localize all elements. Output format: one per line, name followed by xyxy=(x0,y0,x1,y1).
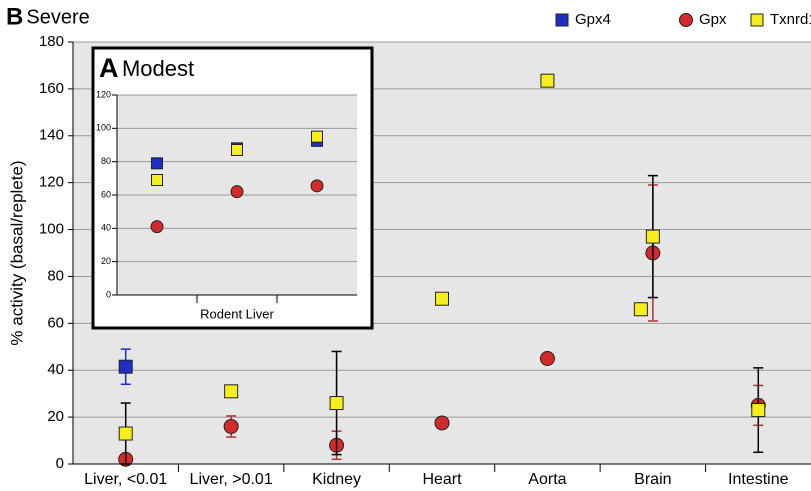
y-tick-label: 180 xyxy=(39,33,64,50)
x-tick-label: Intestine xyxy=(728,471,789,488)
y-tick-label: 120 xyxy=(39,174,64,191)
point xyxy=(151,174,163,186)
point xyxy=(118,359,133,374)
point xyxy=(540,73,555,88)
x-tick-label: Brain xyxy=(634,471,671,488)
point xyxy=(435,291,449,306)
point xyxy=(118,426,133,441)
x-axis-label: Rodent Liver xyxy=(200,306,274,321)
point xyxy=(230,185,244,199)
chart-title: Severe xyxy=(26,6,89,28)
x-tick-label: Heart xyxy=(422,471,462,488)
y-tick-label: 20 xyxy=(101,256,111,266)
point xyxy=(539,351,555,366)
point xyxy=(224,384,239,399)
y-tick-label: 60 xyxy=(101,189,111,199)
y-tick-label: 40 xyxy=(101,223,111,233)
y-tick-label: 60 xyxy=(47,314,64,331)
y-tick-label: 80 xyxy=(101,156,111,166)
point xyxy=(311,130,323,143)
legend-item: Gpx xyxy=(679,11,727,28)
y-tick-label: 100 xyxy=(39,221,64,238)
point xyxy=(223,418,239,434)
point xyxy=(750,13,764,27)
x-tick-label: Liver, >0.01 xyxy=(190,471,273,488)
point xyxy=(633,302,648,317)
y-tick-label: 0 xyxy=(56,455,64,472)
point xyxy=(150,220,164,234)
y-tick-label: 100 xyxy=(96,123,111,133)
legend-item: Gpx4 xyxy=(555,11,611,28)
point xyxy=(645,229,660,244)
y-tick-label: 0 xyxy=(106,289,111,299)
x-tick-label: Kidney xyxy=(312,471,361,488)
y-tick-label: 140 xyxy=(39,127,64,144)
point xyxy=(151,157,163,170)
legend-label: Gpx4 xyxy=(575,11,611,28)
point xyxy=(679,13,693,27)
point xyxy=(434,415,450,431)
y-tick-label: 40 xyxy=(47,361,64,378)
legend-label: Gpx xyxy=(699,11,727,28)
panel-label: B xyxy=(6,3,23,30)
y-tick-label: 120 xyxy=(96,89,111,99)
point xyxy=(310,179,324,193)
point xyxy=(329,396,344,411)
panel-label: A xyxy=(99,53,119,83)
y-tick-label: 20 xyxy=(47,408,64,425)
y-tick-label: 80 xyxy=(47,267,64,284)
point xyxy=(555,13,569,27)
x-tick-label: Liver, <0.01 xyxy=(84,471,167,488)
legend-item: Txnrd1 xyxy=(750,11,811,28)
point xyxy=(751,403,766,418)
inset-chart: 0 20 40 60 80 100 120 Rodent Liver A Modest xyxy=(91,46,374,330)
y-axis-label: % activity (basal/replete) xyxy=(7,160,26,345)
legend-label: Txnrd1 xyxy=(770,11,811,28)
chart-title: Modest xyxy=(122,56,194,81)
x-tick-label: Aorta xyxy=(528,471,566,488)
point xyxy=(231,144,243,156)
y-tick-label: 160 xyxy=(39,80,64,97)
